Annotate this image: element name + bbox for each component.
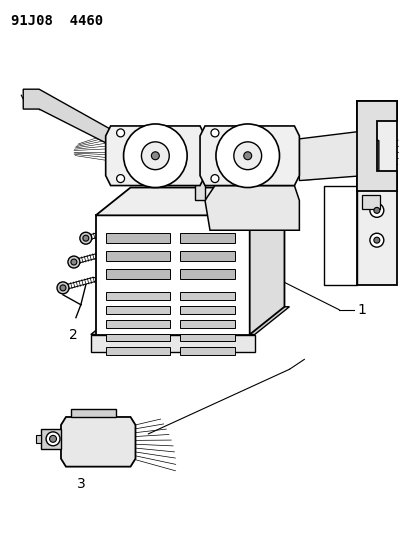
Bar xyxy=(105,251,170,261)
Ellipse shape xyxy=(123,124,187,188)
Circle shape xyxy=(373,207,379,213)
Circle shape xyxy=(243,152,251,160)
Polygon shape xyxy=(61,417,135,467)
Text: 3: 3 xyxy=(76,477,85,490)
Circle shape xyxy=(151,152,159,160)
Polygon shape xyxy=(41,429,61,449)
Bar xyxy=(180,306,234,314)
Circle shape xyxy=(369,204,383,217)
Bar xyxy=(180,269,234,279)
Circle shape xyxy=(373,237,379,243)
Bar xyxy=(180,320,234,328)
Circle shape xyxy=(141,142,169,169)
Polygon shape xyxy=(71,409,115,417)
Bar xyxy=(105,348,170,356)
Polygon shape xyxy=(90,335,254,352)
Polygon shape xyxy=(195,166,204,200)
Text: 1: 1 xyxy=(356,303,365,317)
Circle shape xyxy=(46,432,60,446)
Circle shape xyxy=(233,142,261,169)
Polygon shape xyxy=(36,435,41,443)
Circle shape xyxy=(211,175,218,183)
Bar xyxy=(105,292,170,300)
Bar xyxy=(105,306,170,314)
Bar xyxy=(180,233,234,243)
Polygon shape xyxy=(204,185,299,230)
Polygon shape xyxy=(249,188,284,335)
Polygon shape xyxy=(105,126,204,185)
Polygon shape xyxy=(90,306,289,335)
Bar xyxy=(105,233,170,243)
Bar xyxy=(105,320,170,328)
Bar xyxy=(105,334,170,342)
Bar xyxy=(180,251,234,261)
Polygon shape xyxy=(199,126,299,185)
Circle shape xyxy=(369,233,383,247)
Bar xyxy=(356,101,396,285)
Circle shape xyxy=(116,129,124,137)
Polygon shape xyxy=(23,89,113,147)
Circle shape xyxy=(57,282,69,294)
Bar xyxy=(180,292,234,300)
Bar xyxy=(361,196,379,209)
Circle shape xyxy=(60,285,66,291)
Polygon shape xyxy=(249,207,279,290)
Circle shape xyxy=(83,235,88,241)
Ellipse shape xyxy=(216,124,279,188)
Bar xyxy=(105,269,170,279)
Polygon shape xyxy=(299,131,378,181)
Circle shape xyxy=(211,129,218,137)
Circle shape xyxy=(80,232,92,244)
Circle shape xyxy=(50,435,57,442)
Circle shape xyxy=(116,175,124,183)
Polygon shape xyxy=(356,101,396,190)
Circle shape xyxy=(71,259,77,265)
Text: 91J08  4460: 91J08 4460 xyxy=(11,14,103,28)
Bar xyxy=(180,334,234,342)
Circle shape xyxy=(68,256,80,268)
Bar xyxy=(180,348,234,356)
Polygon shape xyxy=(95,215,249,335)
Text: 2: 2 xyxy=(69,328,77,342)
Polygon shape xyxy=(95,188,284,215)
